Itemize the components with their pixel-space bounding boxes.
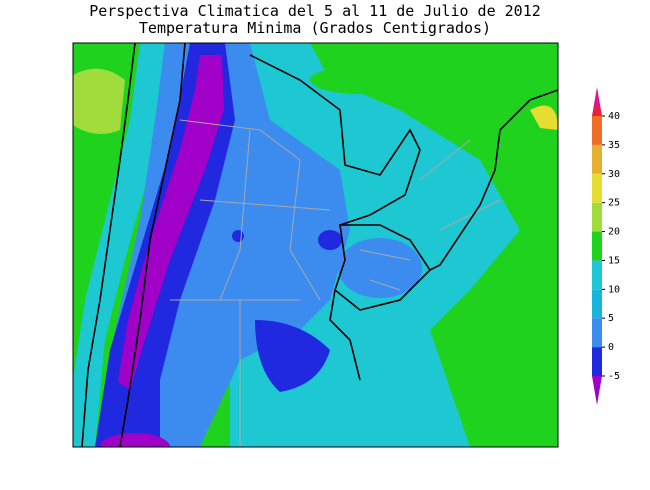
colorbar-low-end	[592, 376, 602, 405]
colorbar-segment	[592, 318, 602, 348]
colorbar-tick-label: 20	[608, 227, 620, 238]
colorbar-high-band	[592, 108, 602, 116]
colorbar-segment	[592, 144, 602, 174]
map-title: Perspectiva Climatica del 5 al 11 de Jul…	[89, 2, 541, 20]
map-subtitle: Temperatura Minima (Grados Centigrados)	[139, 19, 491, 37]
colorbar-tick-label: 25	[608, 198, 620, 209]
map	[73, 43, 558, 447]
colorbar-tick-label: 5	[608, 313, 614, 324]
colorbar-tick-label: 0	[608, 342, 614, 353]
colorbar-tick-label: 10	[608, 284, 620, 295]
colorbar: -5 0 5 10 15 20 25 30 35 40	[592, 87, 620, 405]
colorbar-segment	[592, 289, 602, 319]
colorbar-segment	[592, 202, 602, 232]
colorbar-segment	[592, 231, 602, 261]
colorbar-tick-label: 40	[608, 111, 620, 122]
colorbar-segment	[592, 116, 602, 145]
colorbar-segment	[592, 260, 602, 290]
colorbar-tick-label: 15	[608, 255, 620, 266]
map-frame	[72, 42, 559, 448]
colorbar-tick-label: 30	[608, 169, 620, 180]
colorbar-tick-label: 35	[608, 140, 620, 151]
colorbar-segment	[592, 173, 602, 203]
colorbar-tick-label: -5	[608, 371, 620, 382]
colorbar-segment	[592, 347, 602, 376]
